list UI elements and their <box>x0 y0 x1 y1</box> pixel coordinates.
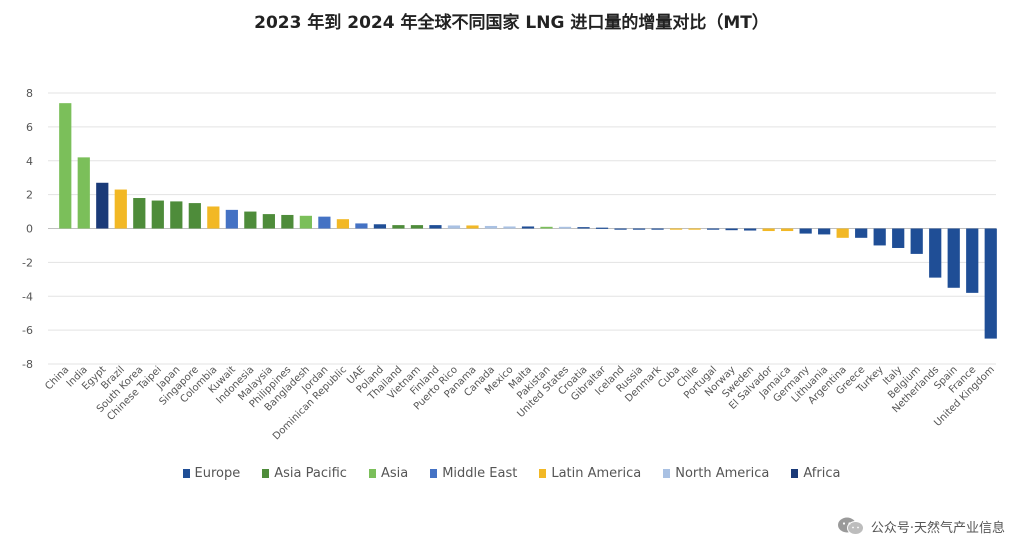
legend-label: Asia <box>380 465 409 481</box>
legend-item: North America <box>663 463 769 483</box>
bar <box>966 228 979 293</box>
legend-label: Africa <box>803 465 841 481</box>
bars <box>59 103 997 339</box>
chart-title: 2023 年到 2024 年全球不同国家 LNG 进口量的增量对比（MT） <box>254 13 769 33</box>
bar <box>873 228 886 246</box>
bar <box>558 226 572 229</box>
legend-swatch <box>182 468 190 478</box>
y-tick-labels: 8 6 4 2 0 -2 -4 -6 -8 <box>22 87 33 371</box>
bar <box>59 103 72 229</box>
bar <box>855 228 868 238</box>
bar <box>929 228 942 278</box>
bar <box>336 219 350 229</box>
bar <box>614 228 627 230</box>
bar <box>373 224 387 229</box>
bar <box>910 228 923 254</box>
bar <box>77 157 90 229</box>
bar <box>744 228 757 231</box>
wechat-icon <box>837 517 864 535</box>
bar <box>447 225 461 229</box>
bar <box>299 215 312 229</box>
y-tick-label: -2 <box>22 256 33 269</box>
bar <box>225 209 238 229</box>
legend: Europe Asia Pacific Asia Middle East Latin A… <box>0 463 1023 483</box>
bar <box>577 227 590 229</box>
bar <box>318 216 331 229</box>
bar <box>651 228 664 230</box>
bar <box>355 223 368 229</box>
legend-label: Latin America <box>551 465 642 481</box>
bar <box>725 228 738 231</box>
bar <box>892 228 905 248</box>
bar <box>799 228 812 234</box>
bar <box>96 182 109 229</box>
legend-item: Latin America <box>539 463 641 483</box>
legend-label: North America <box>675 465 770 481</box>
bar <box>781 228 794 232</box>
bar <box>429 225 442 229</box>
bar <box>836 228 849 238</box>
legend-swatch <box>430 468 438 478</box>
legend-label: Asia Pacific <box>274 465 347 481</box>
y-tick-label: -6 <box>22 324 33 337</box>
y-tick-label: 0 <box>26 223 33 236</box>
y-tick-label: 6 <box>26 121 33 134</box>
legend-label: Middle East <box>442 465 518 481</box>
bar <box>188 203 201 229</box>
bar <box>521 226 535 229</box>
y-tick-label: -4 <box>22 290 33 303</box>
bar <box>466 225 479 229</box>
bar <box>392 225 405 229</box>
legend-item: Asia Pacific <box>262 463 347 483</box>
bar <box>133 198 146 229</box>
bar <box>170 201 183 229</box>
bar <box>410 225 424 229</box>
bar <box>207 206 220 229</box>
bar <box>818 228 831 235</box>
bar <box>151 200 164 229</box>
legend-item: Asia <box>368 463 409 483</box>
legend-swatch <box>368 468 376 478</box>
bar <box>281 214 294 229</box>
bar <box>244 211 257 229</box>
legend-swatch <box>663 468 671 478</box>
legend-item: Middle East <box>430 463 517 483</box>
bar <box>984 228 997 339</box>
y-tick-label: -8 <box>22 358 33 371</box>
legend-item: Europe <box>182 463 241 483</box>
bar <box>595 227 609 229</box>
watermark: 公众号·天然气产业信息 <box>837 516 1005 536</box>
bar <box>484 225 498 229</box>
y-tick-label: 4 <box>26 155 33 168</box>
bar <box>503 226 516 229</box>
legend-swatch <box>539 468 547 478</box>
bar <box>262 214 275 229</box>
bar <box>540 226 553 229</box>
legend-label: Europe <box>194 465 241 481</box>
watermark-text: 公众号·天然气产业信息 <box>870 520 1005 536</box>
bar <box>114 189 127 229</box>
y-tick-label: 2 <box>26 189 33 202</box>
bar <box>632 228 646 230</box>
bar <box>688 228 701 230</box>
bar <box>947 228 960 288</box>
legend-item: Africa <box>791 463 840 483</box>
bar <box>706 228 720 230</box>
legend-swatch <box>262 468 270 478</box>
bar <box>762 228 775 232</box>
y-tick-label: 8 <box>26 87 33 100</box>
legend-swatch <box>791 468 799 478</box>
bar <box>669 228 683 230</box>
